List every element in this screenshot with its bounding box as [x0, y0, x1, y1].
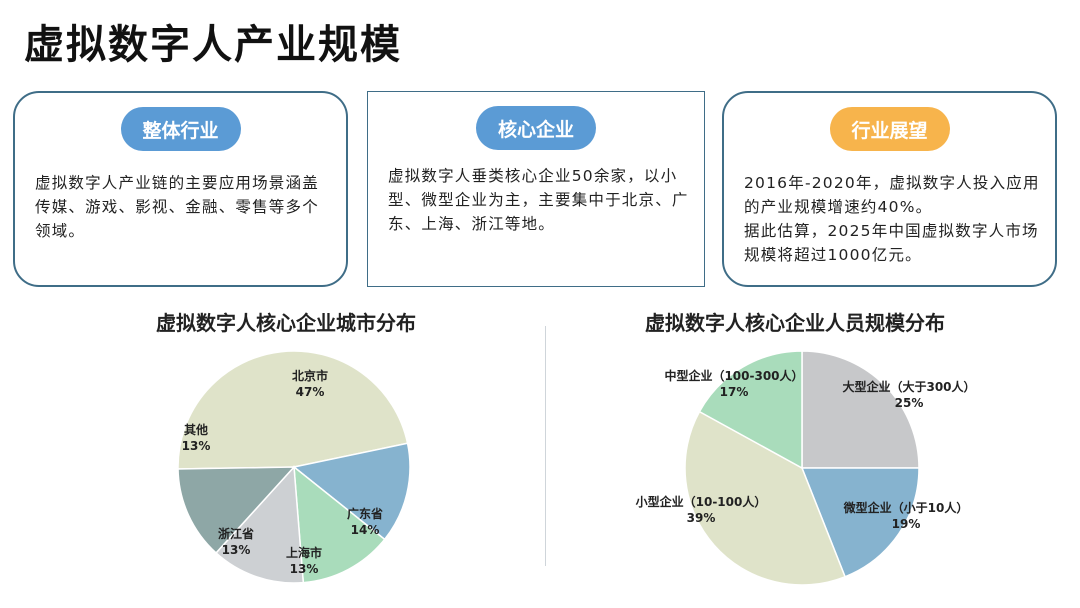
core-enterprise-line: 虚拟数字人垂类核心企业50余家，以小型、微型企业为主，主要集中于北京、广东、上海… [388, 167, 689, 233]
staff-pie-slice-1 [800, 467, 920, 578]
city-slice-percent-3: 13% [222, 543, 251, 557]
city-slice-percent-4: 13% [182, 439, 211, 453]
page-title: 虚拟数字人产业规模 [24, 22, 402, 68]
industry-outlook-line-2: 据此估算，2025年中国虚拟数字人市场规模将超过1000亿元。 [744, 222, 1039, 264]
city-pie-slice-1 [292, 442, 411, 541]
core-enterprise-tag: 核心企业 [475, 106, 597, 150]
city-pie-slice-0 [177, 350, 409, 470]
overall-industry-card: 整体行业 虚拟数字人产业链的主要应用场景涵盖传媒、游戏、影视、金融、零售等多个领… [13, 91, 348, 287]
city-slice-percent-0: 47% [296, 385, 325, 399]
overall-industry-tag: 整体行业 [120, 107, 241, 151]
industry-outlook-text: 2016年-2020年，虚拟数字人投入应用的产业规模增速约40%。 据此估算，2… [744, 171, 1041, 267]
staff-slice-label-0: 大型企业（大于300人） [842, 379, 975, 394]
city-slice-label-1: 广东省 [347, 506, 383, 521]
city-slice-label-4: 其他 [184, 422, 208, 437]
staff-pie-slice-3 [698, 350, 803, 470]
city-slice-label-3: 浙江省 [218, 526, 254, 541]
city-pie-slice-4 [177, 466, 296, 554]
city-pie-slice-2 [293, 465, 386, 584]
city-slice-label-2: 上海市 [286, 545, 322, 560]
city-slice-label-0: 北京市 [292, 368, 328, 383]
chart-divider [545, 326, 546, 566]
staff-slice-label-3: 中型企业（100-300人） [664, 368, 803, 383]
staff-slice-percent-2: 39% [687, 511, 716, 525]
city-pie-slice-3 [215, 465, 305, 584]
overall-industry-text: 虚拟数字人产业链的主要应用场景涵盖传媒、游戏、影视、金融、零售等多个领域。 [35, 171, 332, 243]
city-slice-percent-2: 13% [290, 562, 319, 576]
industry-outlook-tag: 行业展望 [829, 107, 950, 151]
staff-pie-slice-2 [684, 410, 847, 586]
core-enterprise-text: 虚拟数字人垂类核心企业50余家，以小型、微型企业为主，主要集中于北京、广东、上海… [388, 164, 690, 236]
staff-pie-slice-0 [801, 350, 920, 469]
staff-slice-percent-3: 17% [720, 385, 749, 399]
core-enterprise-card: 核心企业 虚拟数字人垂类核心企业50余家，以小型、微型企业为主，主要集中于北京、… [367, 91, 705, 287]
city-distribution-chart-title: 虚拟数字人核心企业城市分布 [156, 311, 416, 335]
staff-size-chart-title: 虚拟数字人核心企业人员规模分布 [645, 311, 945, 335]
staff-slice-percent-0: 25% [895, 396, 924, 410]
staff-slice-label-2: 小型企业（10-100人） [636, 494, 767, 509]
staff-slice-label-1: 微型企业（小于10人） [843, 500, 969, 515]
overall-industry-line: 虚拟数字人产业链的主要应用场景涵盖传媒、游戏、影视、金融、零售等多个领域。 [35, 174, 319, 240]
staff-slice-percent-1: 19% [892, 517, 921, 531]
industry-outlook-card: 行业展望 2016年-2020年，虚拟数字人投入应用的产业规模增速约40%。 据… [722, 91, 1057, 287]
city-slice-percent-1: 14% [351, 523, 380, 537]
industry-outlook-line-1: 2016年-2020年，虚拟数字人投入应用的产业规模增速约40%。 [744, 174, 1040, 216]
